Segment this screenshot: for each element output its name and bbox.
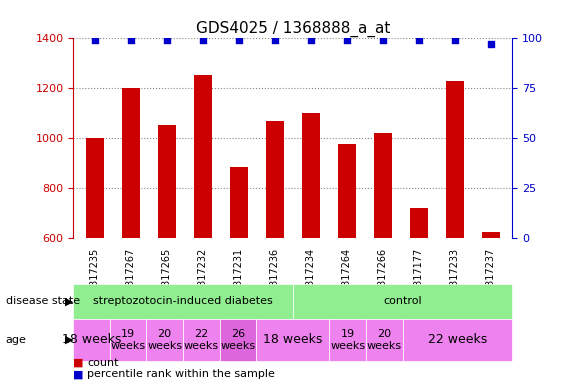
Text: ■: ■ [73,369,84,379]
Text: ▶: ▶ [65,335,73,345]
Point [198,37,207,43]
Text: count: count [87,358,119,368]
Point [90,37,99,43]
Point [306,37,315,43]
Point [414,37,423,43]
Bar [446,81,464,238]
Bar [122,88,140,238]
Text: 18 weeks: 18 weeks [62,333,121,346]
Point [378,37,387,43]
Text: streptozotocin-induced diabetes: streptozotocin-induced diabetes [93,296,273,306]
Bar [410,208,428,238]
Bar [158,124,176,238]
Point [270,37,279,43]
Text: ▶: ▶ [65,296,73,306]
Text: 19
weeks: 19 weeks [110,329,146,351]
Bar [338,144,356,238]
Point [234,37,243,43]
Point [450,37,459,43]
Bar [194,74,212,238]
Text: 20
weeks: 20 weeks [147,329,182,351]
Text: age: age [6,335,26,345]
Text: ■: ■ [73,358,84,368]
Bar [374,133,392,238]
Text: 22
weeks: 22 weeks [184,329,219,351]
Text: 18 weeks: 18 weeks [263,333,323,346]
Bar [86,138,104,238]
Bar [230,167,248,238]
Text: disease state: disease state [6,296,80,306]
Text: percentile rank within the sample: percentile rank within the sample [87,369,275,379]
Text: 22 weeks: 22 weeks [428,333,487,346]
Text: control: control [383,296,422,306]
Point [342,37,351,43]
Text: 19
weeks: 19 weeks [330,329,365,351]
Text: 26
weeks: 26 weeks [220,329,256,351]
Bar [266,121,284,238]
Point [162,37,171,43]
Point [126,37,135,43]
Text: 20
weeks: 20 weeks [367,329,402,351]
Point [486,41,495,48]
Title: GDS4025 / 1368888_a_at: GDS4025 / 1368888_a_at [195,21,390,37]
Bar [482,232,500,238]
Bar [302,113,320,238]
